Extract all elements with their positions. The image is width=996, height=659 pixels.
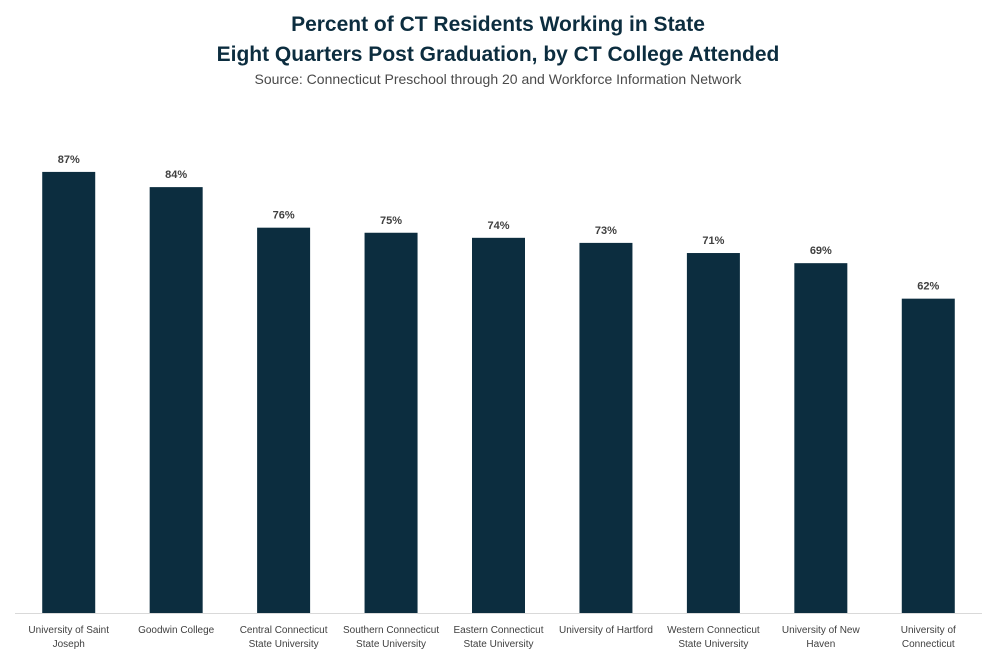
- bar: [42, 171, 96, 613]
- bar: [472, 237, 525, 613]
- x-tick-label: University of Saint Joseph: [28, 625, 109, 650]
- x-tick-label: Central Connecticut State University: [240, 625, 328, 650]
- x-tick-label: Western Connecticut State University: [667, 625, 760, 650]
- x-tick-label: Eastern Connecticut State University: [453, 625, 543, 650]
- bar: [579, 242, 633, 613]
- chart-subtitle: Source: Connecticut Preschool through 20…: [254, 71, 742, 87]
- bar: [149, 187, 203, 613]
- bar: [794, 263, 848, 613]
- data-label: 73%: [595, 225, 617, 237]
- data-label: 75%: [380, 215, 402, 227]
- bar: [364, 232, 418, 613]
- chart-title: Percent of CT Residents Working in State…: [216, 13, 780, 66]
- x-tick-label: Southern Connecticut State University: [343, 625, 439, 650]
- data-label: 76%: [273, 210, 295, 222]
- x-tick-label: University of New Haven: [782, 625, 861, 650]
- x-tick-label: University of Hartford: [559, 625, 653, 636]
- data-label: 69%: [810, 245, 832, 257]
- data-label: 84%: [165, 169, 187, 181]
- chart-header: Percent of CT Residents Working in State…: [0, 10, 996, 88]
- bar: [257, 227, 311, 613]
- data-label: 87%: [58, 154, 80, 166]
- x-tick-label: Goodwin College: [138, 625, 215, 636]
- data-label: 62%: [917, 281, 939, 293]
- bar: [901, 298, 955, 613]
- bar: [686, 253, 740, 613]
- data-label: 71%: [702, 235, 724, 247]
- data-label: 74%: [487, 220, 509, 232]
- x-tick-label: University of Connecticut: [901, 625, 956, 650]
